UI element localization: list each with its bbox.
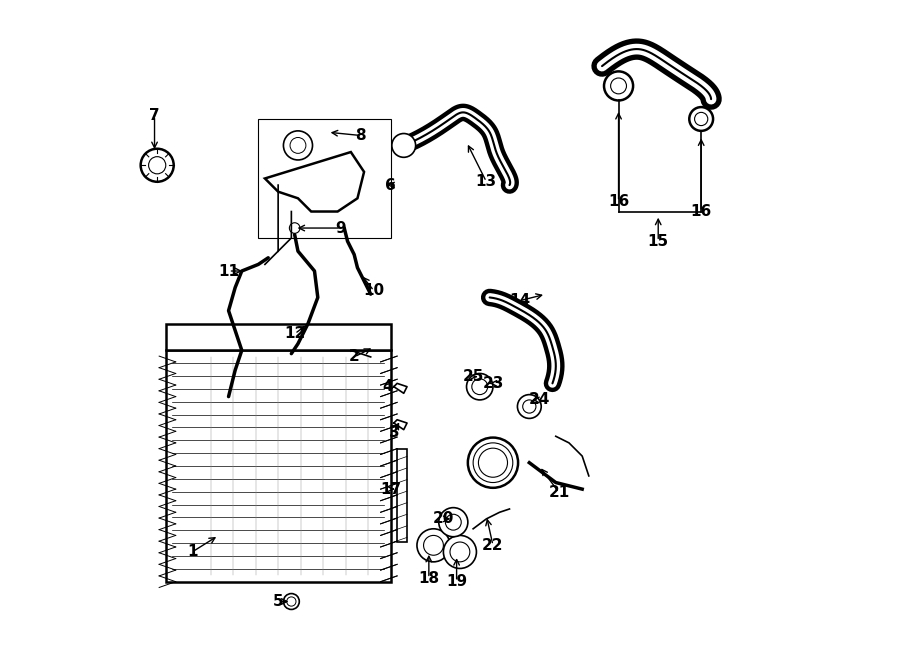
Circle shape: [424, 535, 444, 555]
Text: 11: 11: [218, 264, 239, 278]
Text: 21: 21: [548, 485, 570, 500]
Circle shape: [689, 107, 713, 131]
Circle shape: [290, 223, 300, 233]
Text: 19: 19: [446, 574, 467, 589]
Text: 13: 13: [476, 175, 497, 189]
Text: 16: 16: [608, 194, 629, 209]
Bar: [258, 119, 391, 238]
Text: 7: 7: [149, 108, 160, 123]
Circle shape: [287, 597, 296, 606]
Text: 3: 3: [389, 426, 399, 440]
Circle shape: [140, 149, 174, 182]
Text: 6: 6: [385, 178, 396, 192]
Bar: [166, 350, 391, 582]
Circle shape: [284, 594, 300, 609]
Text: 15: 15: [648, 234, 669, 249]
Circle shape: [446, 514, 461, 530]
Bar: [397, 449, 407, 542]
Text: 1: 1: [187, 545, 197, 559]
Circle shape: [472, 379, 488, 395]
Text: 10: 10: [364, 284, 384, 298]
Circle shape: [604, 71, 633, 100]
Text: 23: 23: [482, 376, 504, 391]
Text: 12: 12: [284, 327, 305, 341]
Text: 22: 22: [482, 538, 504, 553]
Circle shape: [466, 373, 493, 400]
Circle shape: [444, 535, 476, 568]
Circle shape: [479, 448, 508, 477]
Circle shape: [695, 112, 707, 126]
Text: 20: 20: [433, 512, 454, 526]
Text: 4: 4: [382, 379, 392, 394]
Circle shape: [284, 131, 312, 160]
Text: 24: 24: [528, 393, 550, 407]
Circle shape: [450, 542, 470, 562]
Circle shape: [290, 137, 306, 153]
Circle shape: [439, 508, 468, 537]
Circle shape: [417, 529, 450, 562]
Circle shape: [148, 157, 166, 174]
Text: 16: 16: [690, 204, 712, 219]
Text: 25: 25: [463, 369, 484, 384]
Text: 8: 8: [356, 128, 366, 143]
Bar: [166, 324, 391, 350]
Polygon shape: [265, 152, 364, 212]
Text: 17: 17: [380, 482, 401, 496]
Text: 2: 2: [349, 350, 359, 364]
Text: 5: 5: [273, 594, 284, 609]
Text: 14: 14: [508, 293, 530, 308]
Text: 18: 18: [418, 571, 439, 586]
Circle shape: [523, 400, 536, 413]
Circle shape: [610, 78, 626, 94]
Text: 9: 9: [336, 221, 346, 235]
Circle shape: [468, 438, 518, 488]
Circle shape: [518, 395, 541, 418]
Circle shape: [392, 134, 416, 157]
